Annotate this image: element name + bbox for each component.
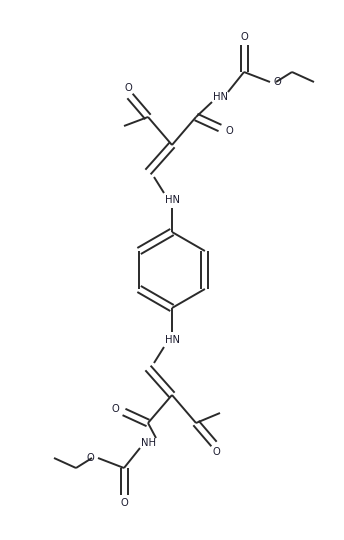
Text: O: O — [274, 77, 282, 87]
Text: NH: NH — [140, 438, 155, 448]
Text: O: O — [212, 447, 220, 457]
Text: O: O — [124, 83, 132, 93]
Text: O: O — [86, 453, 94, 463]
Text: O: O — [120, 498, 128, 508]
Text: O: O — [111, 404, 119, 414]
Text: HN: HN — [164, 335, 180, 345]
Text: O: O — [225, 126, 233, 136]
Text: HN: HN — [213, 92, 227, 102]
Text: HN: HN — [164, 195, 180, 205]
Text: O: O — [240, 32, 248, 42]
